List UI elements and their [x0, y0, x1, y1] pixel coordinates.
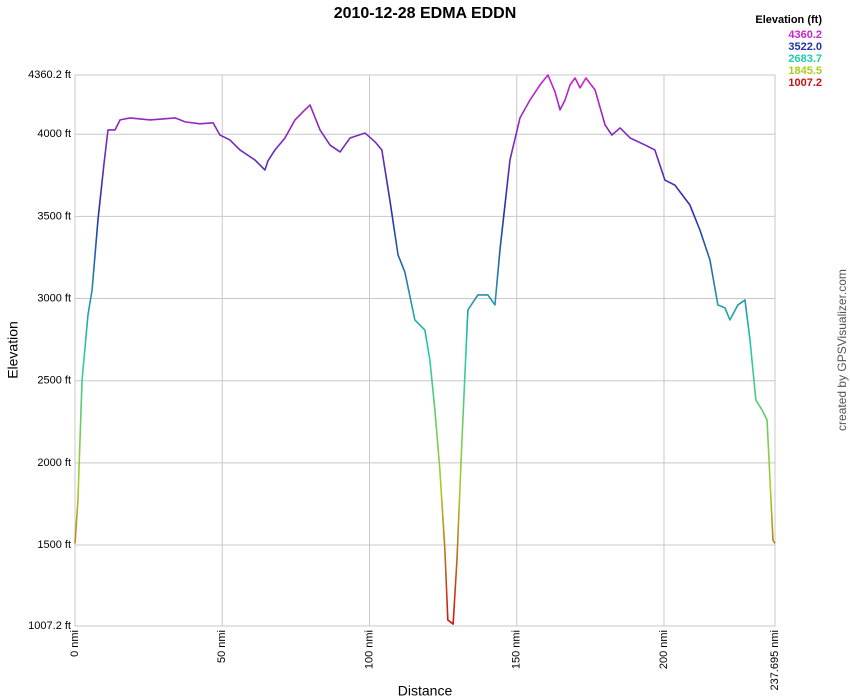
- y-tick-label: 1007.2 ft: [28, 620, 71, 632]
- x-tick-label: 200 nmi: [658, 630, 670, 669]
- legend-value: 1845.5: [788, 65, 822, 77]
- y-axis-label: Elevation: [5, 321, 21, 379]
- credit: created by GPSVisualizer.com: [835, 269, 849, 431]
- y-tick-label: 1500 ft: [37, 539, 71, 551]
- x-tick-label: 100 nmi: [363, 630, 375, 669]
- elevation-line: [74, 74, 776, 625]
- y-tick-label: 3000 ft: [37, 292, 71, 304]
- y-tick-label: 2000 ft: [37, 457, 71, 469]
- chart-title: 2010-12-28 EDMA EDDN: [334, 5, 517, 22]
- legend-value: 1007.2: [788, 77, 822, 89]
- x-tick-label: 150 nmi: [511, 630, 523, 669]
- plot-frame: [74, 74, 776, 627]
- x-tick-label: 0 nmi: [69, 630, 81, 657]
- y-tick-label: 3500 ft: [37, 210, 71, 222]
- y-tick-label: 4000 ft: [37, 128, 71, 140]
- x-axis-label: Distance: [398, 683, 453, 699]
- x-tick-label: 50 nmi: [216, 630, 228, 663]
- x-tick-label: 237.695 nmi: [769, 630, 781, 691]
- legend-title: Elevation (ft): [755, 14, 822, 26]
- legend-value: 3522.0: [788, 41, 822, 53]
- y-tick-label: 4360.2 ft: [28, 69, 71, 81]
- legend-value: 2683.7: [788, 53, 822, 65]
- y-tick-label: 2500 ft: [37, 375, 71, 387]
- legend-value: 4360.2: [788, 29, 822, 41]
